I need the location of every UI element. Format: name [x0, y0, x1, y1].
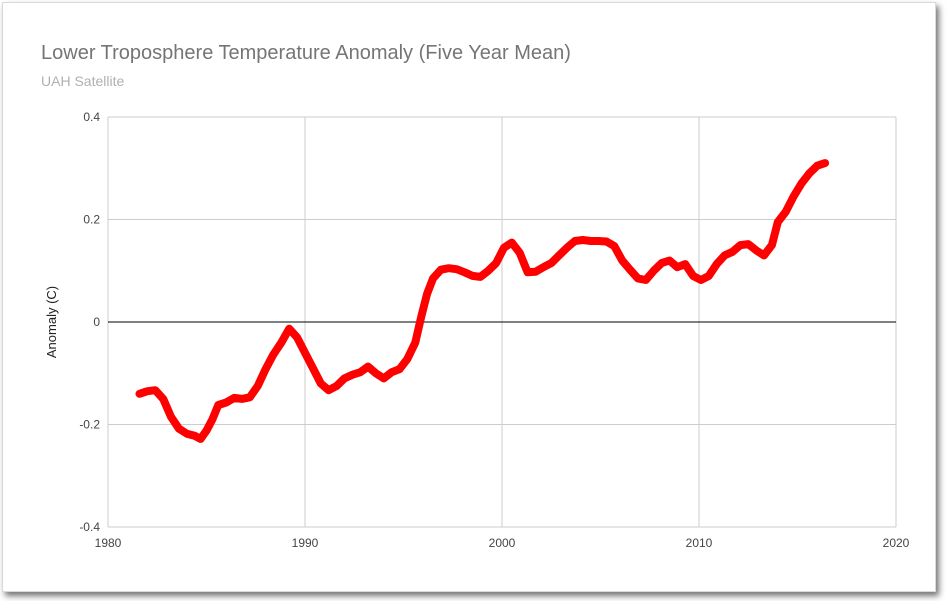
y-tick-label: 0 — [93, 315, 100, 329]
chart-card — [2, 2, 936, 592]
y-axis-label: Anomaly (C) — [44, 286, 59, 358]
chart-subtitle: UAH Satellite — [41, 73, 125, 89]
x-tick-label: 1980 — [95, 536, 122, 550]
y-tick-label: -0.4 — [79, 520, 100, 534]
y-tick-label: 0.2 — [83, 213, 100, 227]
x-tick-label: 2010 — [686, 536, 713, 550]
y-tick-label: 0.4 — [83, 110, 100, 124]
y-tick-label: -0.2 — [79, 418, 100, 432]
x-tick-label: 2020 — [883, 536, 910, 550]
x-tick-label: 1990 — [292, 536, 319, 550]
x-tick-label: 2000 — [489, 536, 516, 550]
chart-title: Lower Troposphere Temperature Anomaly (F… — [41, 42, 571, 64]
series-lines — [135, 159, 830, 443]
anomaly-line — [135, 159, 830, 443]
tick-labels: 1980 1990 2000 2010 2020 0.4 0.2 0 -0.2 -0.4 — [79, 110, 909, 550]
